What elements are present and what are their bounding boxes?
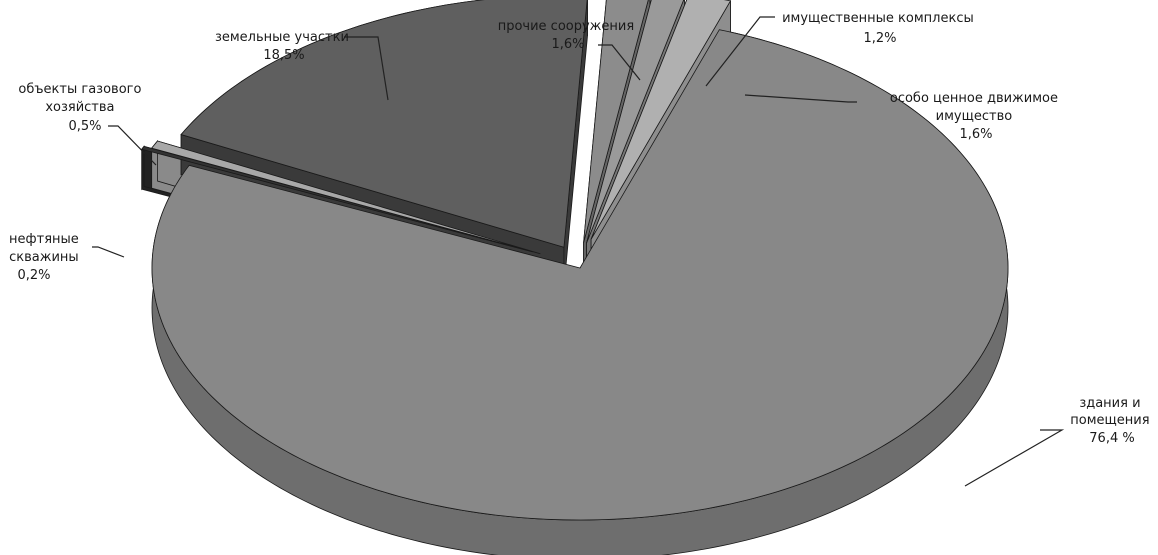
label-valuable-movable: особо ценное движимое имущество 1,6% [890, 91, 1062, 142]
label-gas-facilities: объекты газового хозяйства 0,5% [18, 82, 145, 134]
slice-top-oil [141, 145, 533, 253]
label-other-structures: прочие сооружения 1,6% [498, 19, 639, 52]
leader-movable [744, 94, 857, 103]
label-land-plots: земельные участки 18,5% [215, 30, 353, 63]
leader-gas [108, 125, 157, 166]
label-buildings: здания и помещения 76,4 % [1070, 396, 1153, 446]
pie-tops [141, 0, 1009, 521]
leader-oil [92, 246, 125, 258]
leader-other [598, 44, 641, 81]
slice-top-land [180, 0, 588, 248]
leader-lines [92, 16, 1065, 487]
slice-top-complexes [586, 0, 685, 244]
leader-land [344, 36, 389, 101]
slice-top-other [583, 0, 649, 243]
label-oil-wells: нефтяные скважины 0,2% [9, 232, 83, 283]
leader-buildings [964, 429, 1065, 487]
leader-complexes [705, 16, 775, 87]
slice-top-movable [590, 0, 732, 240]
slice-top-buildings [151, 29, 1009, 521]
slice-top-gas [151, 140, 541, 255]
label-property-complexes: имущественные комплексы 1,2% [782, 11, 978, 46]
